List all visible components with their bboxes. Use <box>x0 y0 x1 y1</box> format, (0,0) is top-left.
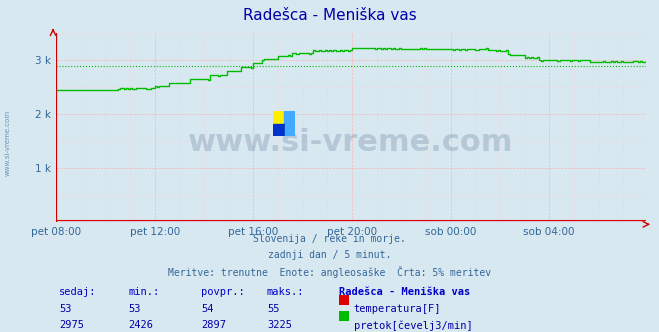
Text: sedaj:: sedaj: <box>59 287 97 297</box>
Text: Radešca - Meniška vas: Radešca - Meniška vas <box>339 287 471 297</box>
Text: www.si-vreme.com: www.si-vreme.com <box>5 110 11 176</box>
Text: Meritve: trenutne  Enote: angleosaške  Črta: 5% meritev: Meritve: trenutne Enote: angleosaške Črt… <box>168 266 491 278</box>
Bar <box>285 124 295 136</box>
Bar <box>284 111 295 124</box>
Text: 54: 54 <box>201 304 214 314</box>
Bar <box>273 111 284 124</box>
Text: 2975: 2975 <box>59 320 84 330</box>
Text: 2426: 2426 <box>129 320 154 330</box>
Text: 53: 53 <box>59 304 72 314</box>
Text: maks.:: maks.: <box>267 287 304 297</box>
Text: temperatura[F]: temperatura[F] <box>354 304 442 314</box>
Text: 3225: 3225 <box>267 320 292 330</box>
Bar <box>273 124 285 136</box>
Text: zadnji dan / 5 minut.: zadnji dan / 5 minut. <box>268 250 391 260</box>
Text: povpr.:: povpr.: <box>201 287 244 297</box>
Text: 53: 53 <box>129 304 141 314</box>
Text: 2897: 2897 <box>201 320 226 330</box>
Text: Radešca - Meniška vas: Radešca - Meniška vas <box>243 8 416 23</box>
Text: pretok[čevelj3/min]: pretok[čevelj3/min] <box>354 320 473 331</box>
Text: www.si-vreme.com: www.si-vreme.com <box>188 128 513 157</box>
Text: Slovenija / reke in morje.: Slovenija / reke in morje. <box>253 234 406 244</box>
Text: 55: 55 <box>267 304 279 314</box>
Text: min.:: min.: <box>129 287 159 297</box>
